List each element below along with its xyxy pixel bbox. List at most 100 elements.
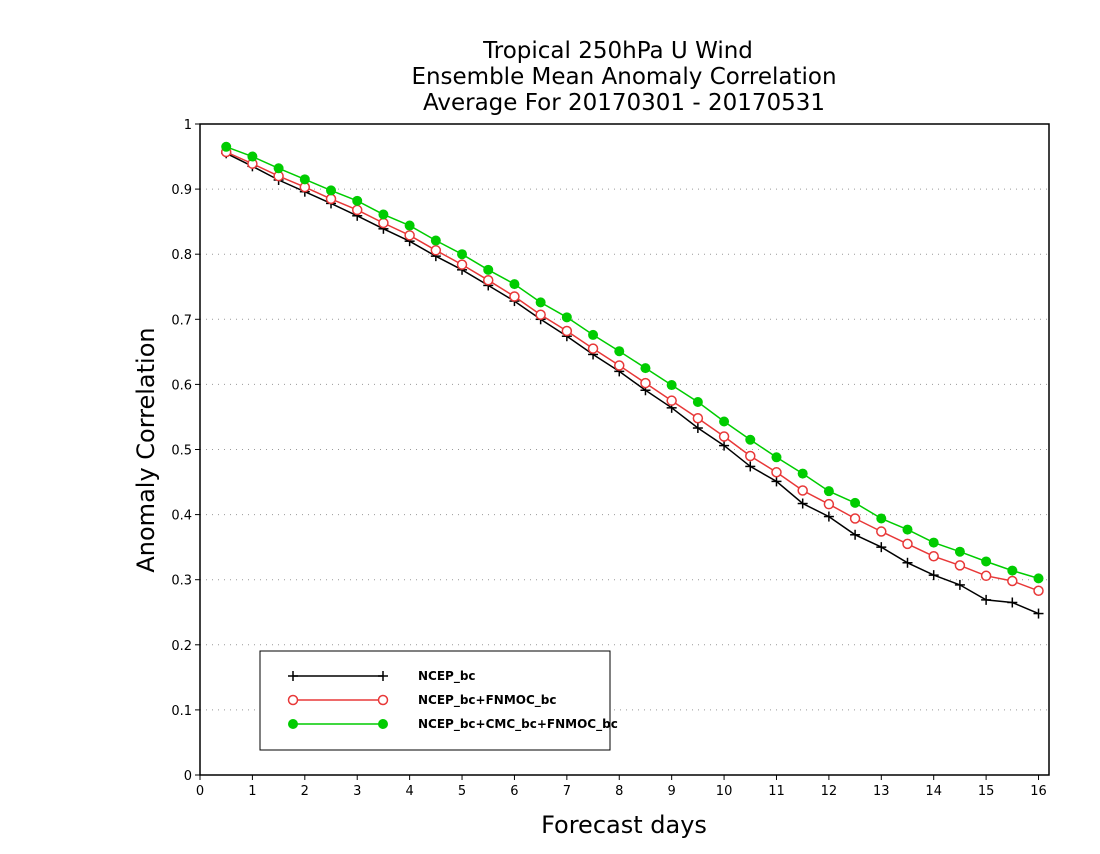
data-point [430, 235, 441, 246]
data-point [876, 526, 887, 537]
x-tick-label: 3 [353, 784, 361, 799]
data-point [614, 360, 625, 371]
data-point [640, 377, 651, 389]
y-tick-label: 0.9 [171, 183, 192, 198]
data-point [509, 291, 520, 302]
data-point [482, 274, 494, 286]
data-point [378, 217, 389, 229]
data-point [430, 245, 442, 256]
data-point [719, 416, 730, 427]
x-tick-label: 7 [563, 784, 571, 799]
data-point [850, 497, 861, 508]
data-point [247, 151, 258, 162]
data-point [771, 467, 782, 478]
x-tick-label: 0 [196, 784, 204, 799]
data-point [1007, 565, 1018, 576]
x-tick-label: 4 [405, 784, 413, 799]
x-tick-label: 16 [1030, 784, 1047, 799]
data-point [456, 259, 468, 270]
data-point [1007, 597, 1018, 608]
series-2 [221, 141, 1044, 584]
series-layer [220, 141, 1044, 619]
legend-marker [287, 694, 299, 706]
y-tick-label: 0.4 [171, 509, 192, 524]
series-1 [220, 146, 1044, 597]
x-tick-label: 6 [510, 784, 518, 799]
x-tick-label: 14 [925, 784, 942, 799]
legend-marker [288, 671, 298, 681]
data-point [483, 264, 494, 275]
legend-label: NCEP_bc+FNMOC_bc [418, 693, 557, 708]
legend-marker [378, 719, 388, 729]
data-point [928, 551, 939, 562]
data-point [981, 594, 992, 605]
series-0 [221, 148, 1044, 619]
data-point [1033, 573, 1044, 584]
x-tick-label: 13 [873, 784, 890, 799]
series-line [225, 152, 1039, 615]
plot-frame [199, 123, 1050, 776]
data-point [928, 570, 939, 581]
data-point [745, 450, 756, 462]
data-point [1033, 585, 1044, 597]
data-point [980, 570, 992, 582]
legend-marker [288, 719, 298, 729]
data-point [692, 413, 704, 424]
data-point [378, 209, 389, 220]
x-tick-label: 5 [458, 784, 466, 799]
y-tick-label: 0.8 [171, 248, 192, 263]
data-point [535, 297, 546, 308]
data-point [666, 380, 677, 391]
data-point [928, 537, 939, 548]
data-point [797, 498, 808, 509]
data-point [745, 434, 756, 445]
series-line [225, 151, 1039, 592]
data-point [902, 538, 913, 550]
data-point [823, 498, 835, 510]
data-point [771, 452, 782, 463]
legend-marker [378, 671, 388, 681]
x-tick-label: 10 [716, 784, 733, 799]
data-point [326, 185, 337, 196]
data-point [273, 163, 284, 174]
data-point [352, 195, 363, 206]
y-tick-label: 0.5 [171, 444, 192, 459]
data-point [876, 542, 887, 553]
data-point [1033, 608, 1044, 619]
x-tick-label: 8 [615, 784, 623, 799]
legend-label: NCEP_bc+CMC_bc+FNMOC_bc [418, 717, 618, 732]
x-tick-label: 15 [978, 784, 995, 799]
data-point [823, 511, 834, 522]
y-tick-label: 0 [184, 769, 192, 784]
data-point [823, 486, 834, 497]
data-point [745, 461, 756, 472]
data-point [509, 279, 520, 290]
data-point [771, 476, 782, 487]
y-tick-label: 1 [184, 118, 192, 133]
x-tick-label: 12 [821, 784, 838, 799]
data-point [954, 546, 965, 557]
grid-lines [200, 188, 1049, 711]
data-point [692, 423, 703, 434]
data-point [561, 312, 572, 323]
data-point [221, 141, 232, 152]
axes: 00.10.20.30.40.50.60.70.80.910 1 2 3 4 5 6 7 8 9 1… [171, 118, 1046, 799]
data-point [614, 346, 625, 357]
y-tick-label: 0.1 [171, 704, 192, 719]
x-tick-label: 1 [248, 784, 256, 799]
y-tick-label: 0.7 [171, 313, 192, 328]
data-point [849, 513, 861, 524]
data-point [351, 204, 363, 216]
title-line-3: Average For 20170301 - 20170531 [423, 90, 825, 116]
data-point [797, 485, 808, 496]
data-point [640, 363, 651, 374]
data-point [457, 249, 468, 260]
y-tick-label: 0.2 [171, 639, 192, 654]
data-point [404, 230, 415, 241]
data-point [325, 193, 337, 205]
data-point [876, 513, 887, 524]
data-point [299, 174, 310, 185]
y-tick-label: 0.6 [171, 378, 192, 393]
legend-label: NCEP_bc [418, 669, 476, 684]
